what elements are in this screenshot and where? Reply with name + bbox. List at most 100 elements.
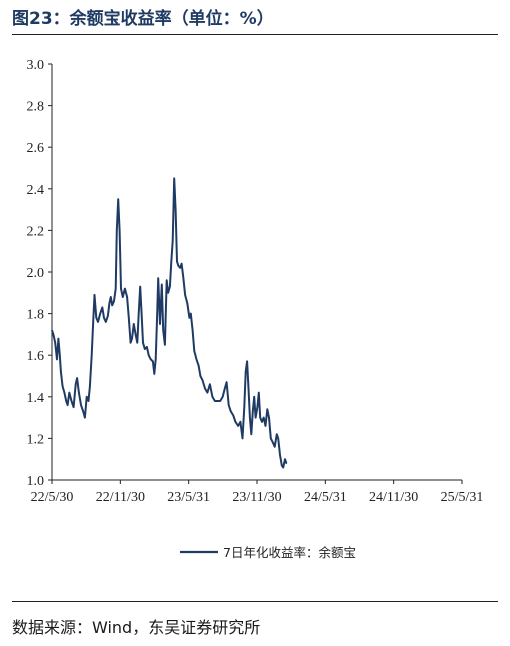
data-point (66, 400, 67, 401)
y-tick-label: 1.4 (27, 391, 45, 406)
x-tick-label: 24/11/30 (369, 490, 418, 505)
data-point (242, 438, 243, 439)
y-tick-label: 3.0 (27, 58, 45, 73)
data-point (152, 361, 153, 362)
data-point (204, 388, 205, 389)
y-tick-label: 2.4 (27, 183, 45, 198)
data-point (212, 396, 213, 397)
data-point (137, 342, 138, 343)
data-point (217, 400, 218, 401)
data-point (51, 330, 52, 331)
data-point (138, 313, 139, 314)
data-point (69, 392, 70, 393)
data-point (155, 359, 156, 360)
y-tick-label: 2.6 (27, 141, 45, 156)
data-point (71, 400, 72, 401)
data-point (169, 286, 170, 287)
data-point (105, 321, 106, 322)
data-point (148, 355, 149, 356)
data-point (230, 411, 231, 412)
data-point (150, 359, 151, 360)
data-point (209, 384, 210, 385)
data-point (260, 417, 261, 418)
source-divider (12, 601, 498, 602)
data-point (135, 334, 136, 335)
x-tick-label: 23/11/30 (232, 490, 281, 505)
y-tick-label: 1.6 (27, 349, 45, 364)
data-point (107, 315, 108, 316)
data-point (220, 400, 221, 401)
x-tick-labels: 22/5/30 22/11/30 23/5/31 23/11/30 24/5/31 24/… (31, 480, 484, 505)
data-point (141, 313, 142, 314)
data-point (279, 454, 280, 455)
x-tick-label: 25/5/31 (441, 490, 484, 505)
data-point (252, 411, 253, 412)
legend-label: 7日年化收益率：余额宝 (223, 545, 356, 560)
data-point (284, 459, 285, 460)
series-line (52, 178, 286, 467)
data-point (192, 330, 193, 331)
data-point (140, 286, 141, 287)
data-point (172, 240, 173, 241)
data-point (120, 288, 121, 289)
data-point (258, 392, 259, 393)
x-tick-label: 22/11/30 (96, 490, 145, 505)
data-point (122, 296, 123, 297)
data-point (64, 392, 65, 393)
data-point (67, 405, 68, 406)
data-point (207, 392, 208, 393)
x-tick-label: 22/5/30 (31, 490, 74, 505)
data-point (80, 405, 81, 406)
data-point (77, 378, 78, 379)
data-point (244, 407, 245, 408)
data-point (235, 421, 236, 422)
data-point (168, 292, 169, 293)
data-point (109, 303, 110, 304)
x-tick-label: 24/5/31 (304, 490, 347, 505)
data-point (94, 294, 95, 295)
data-point (174, 178, 175, 179)
data-point (93, 323, 94, 324)
data-point (214, 400, 215, 401)
data-point (181, 263, 182, 264)
data-point (254, 396, 255, 397)
data-point (270, 438, 271, 439)
data-point (224, 388, 225, 389)
data-point (146, 346, 147, 347)
data-point (53, 334, 54, 335)
data-point (228, 405, 229, 406)
data-point (157, 313, 158, 314)
data-point (267, 409, 268, 410)
data-point (265, 425, 266, 426)
data-point (233, 415, 234, 416)
data-point (190, 313, 191, 314)
y-tick-label: 2.2 (27, 224, 45, 239)
data-point (144, 348, 145, 349)
data-point (245, 371, 246, 372)
data-point (118, 199, 119, 200)
y-tick-label: 2.0 (27, 266, 45, 281)
data-point (124, 288, 125, 289)
data-point (88, 400, 89, 401)
data-point (91, 355, 92, 356)
data-point (187, 303, 188, 304)
data-point (58, 338, 59, 339)
data-point (164, 344, 165, 345)
data-point (278, 438, 279, 439)
series-layer (51, 178, 287, 468)
data-point (133, 323, 134, 324)
y-tick-label: 1.8 (27, 308, 45, 323)
data-point (55, 342, 56, 343)
source-note: 数据来源：Wind，东吴证券研究所 (12, 614, 260, 638)
data-point (131, 338, 132, 339)
y-tick-label: 1.0 (27, 474, 45, 489)
data-point (180, 267, 181, 268)
data-point (115, 288, 116, 289)
data-point (73, 407, 74, 408)
data-point (97, 321, 98, 322)
data-point (263, 417, 264, 418)
data-point (247, 361, 248, 362)
data-point (75, 384, 76, 385)
y-tick-labels: 1.01.21.41.61.82.02.22.42.62.83.0 (27, 58, 53, 489)
x-tick-label: 23/5/31 (167, 490, 210, 505)
